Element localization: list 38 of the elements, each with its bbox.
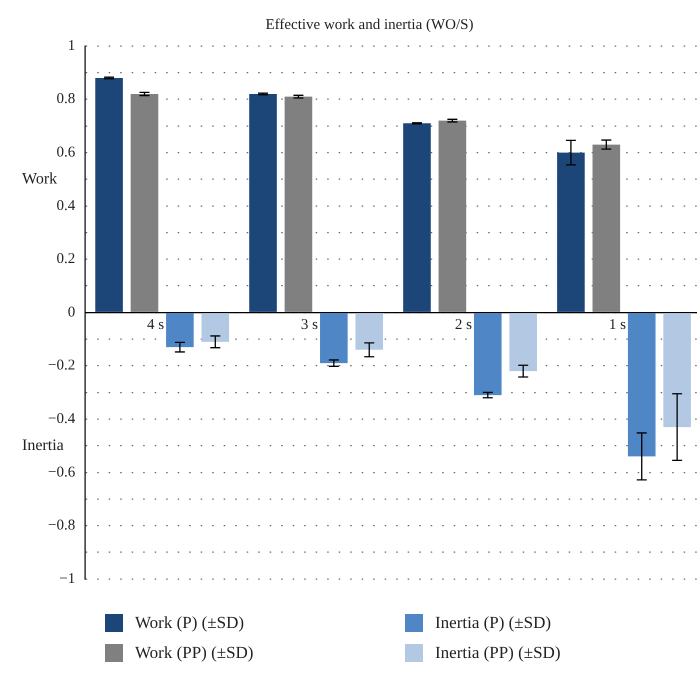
bar — [130, 94, 158, 312]
bar — [95, 78, 123, 312]
y-tick-label: −0.2 — [48, 358, 76, 374]
legend-label: Work (PP) (±SD) — [135, 643, 254, 663]
bar — [592, 144, 620, 312]
y-tick-label: −0.6 — [48, 464, 76, 480]
y-tick-label: 0 — [68, 304, 76, 320]
bar — [249, 94, 277, 312]
bar — [557, 152, 585, 312]
bar — [403, 123, 431, 312]
x-tick-label: 2 s — [454, 316, 472, 333]
y-tick-label: 0.2 — [56, 251, 76, 268]
bar — [474, 313, 502, 396]
bar — [438, 120, 466, 312]
chart-title: Effective work and inertia (WO/S) — [266, 16, 474, 33]
x-tick-label: 1 s — [608, 316, 626, 333]
y-tick-label: 0.8 — [56, 91, 76, 108]
bar — [320, 313, 348, 364]
bar — [355, 313, 384, 350]
y-tick-label: 0.4 — [56, 198, 76, 214]
y-tick-label: 1 — [68, 38, 76, 54]
y-tick-label: −0.4 — [48, 411, 76, 428]
y-tick-label: −0.8 — [48, 518, 76, 534]
bar — [509, 313, 537, 372]
text: Inertia — [22, 436, 64, 454]
bar — [166, 313, 194, 348]
y-tick-label: 0.6 — [56, 144, 76, 161]
y-axis-title: Work — [22, 170, 58, 188]
bar — [201, 313, 230, 342]
legend-label: Inertia (PP) (±SD) — [435, 643, 560, 663]
x-tick-label: 3 s — [300, 316, 318, 333]
bar — [284, 96, 312, 312]
bar — [628, 313, 656, 456]
bar — [663, 313, 691, 428]
y-tick-label: −1 — [59, 570, 76, 587]
legend-label: Work (P) (±SD) — [135, 613, 244, 633]
legend-label: Inertia (P) (±SD) — [435, 613, 552, 633]
x-tick-label: 4 s — [146, 316, 164, 333]
